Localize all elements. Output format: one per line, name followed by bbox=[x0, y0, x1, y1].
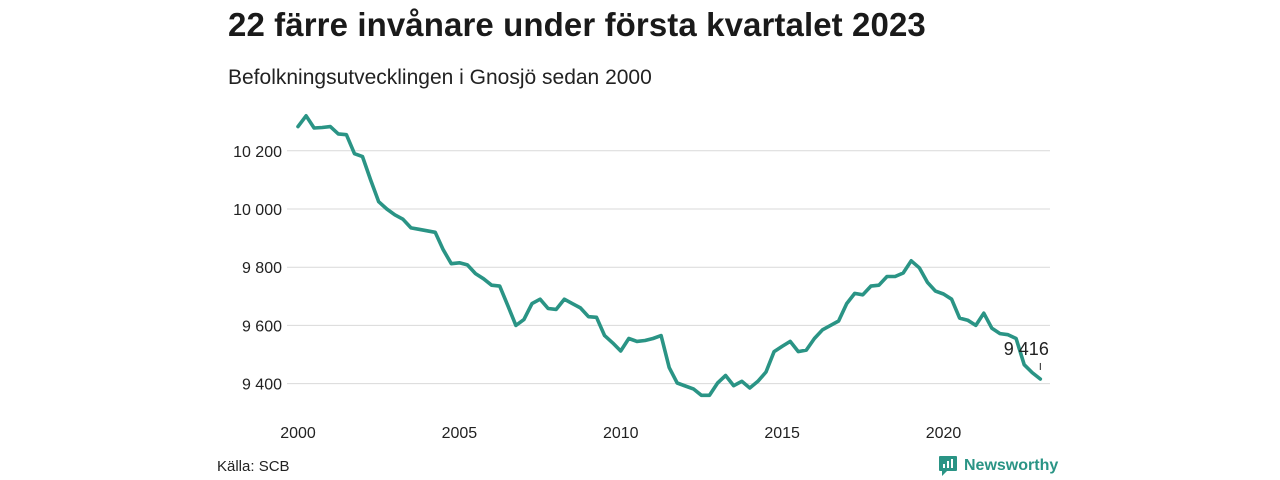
y-tick-label: 10 200 bbox=[233, 144, 282, 161]
x-axis-ticks: 2000 2005 2010 2015 2020 bbox=[280, 425, 961, 442]
source-label: Källa: SCB bbox=[217, 458, 290, 475]
brand-name: Newsworthy bbox=[964, 457, 1059, 474]
x-tick-label: 2005 bbox=[442, 425, 478, 442]
x-tick-label: 2000 bbox=[280, 425, 316, 442]
annotation-label: 9 416 bbox=[1004, 339, 1049, 359]
x-tick-label: 2015 bbox=[764, 425, 800, 442]
y-axis-ticks: 9 400 9 600 9 800 10 000 10 200 bbox=[233, 144, 282, 394]
gridlines bbox=[287, 150, 1050, 385]
population-line bbox=[296, 114, 1043, 398]
chart-subtitle: Befolkningsutvecklingen i Gnosjö sedan 2… bbox=[228, 66, 652, 89]
x-tick-label: 2010 bbox=[603, 425, 639, 442]
y-tick-label: 9 600 bbox=[242, 318, 282, 335]
y-tick-label: 9 400 bbox=[242, 377, 282, 394]
y-tick-label: 9 800 bbox=[242, 260, 282, 277]
x-tick-label: 2020 bbox=[926, 425, 962, 442]
newsworthy-logo: Newsworthy bbox=[938, 455, 1058, 477]
chart-title: 22 färre invånare under första kvartalet… bbox=[228, 6, 926, 43]
newsworthy-logo-icon bbox=[939, 456, 957, 476]
y-tick-label: 10 000 bbox=[233, 202, 282, 219]
